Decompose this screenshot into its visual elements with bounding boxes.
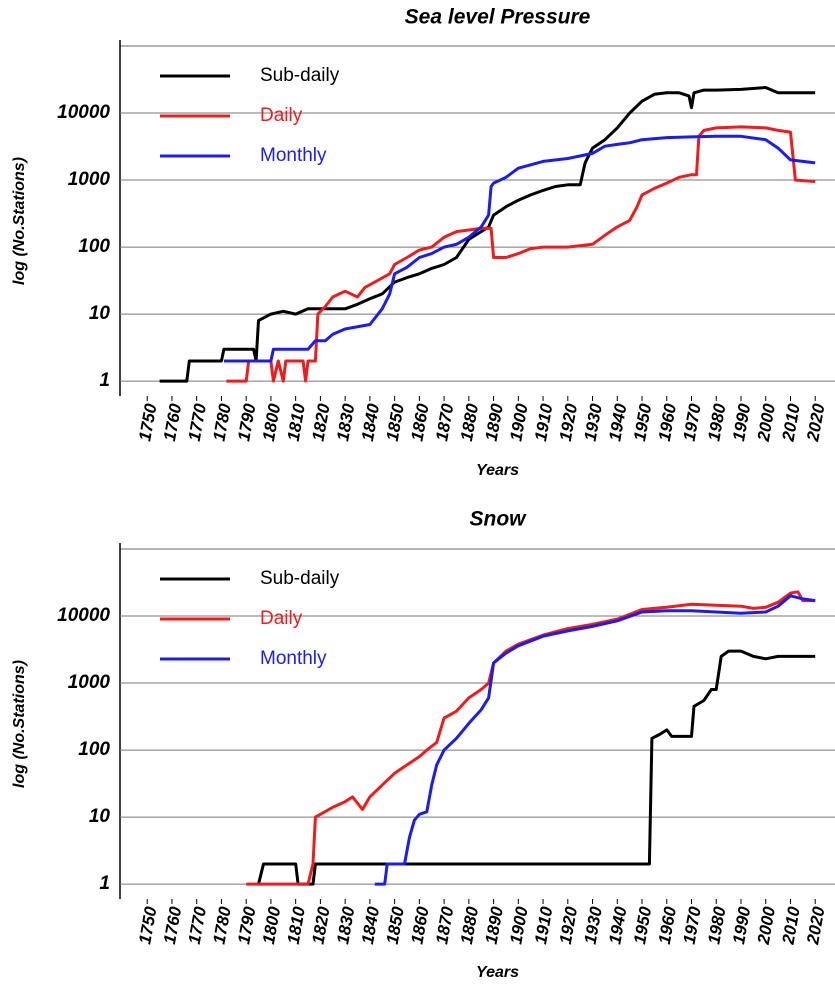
y-tick-label: 10: [89, 303, 111, 324]
x-tick-label: 1840: [358, 402, 383, 443]
x-tick-label: 1970: [680, 402, 705, 443]
x-tick-label: 1790: [234, 402, 259, 443]
x-tick-label: 1750: [135, 402, 160, 443]
legend-label: Monthly: [260, 648, 327, 669]
x-tick-label: 1980: [704, 905, 729, 946]
x-tick-label: 1870: [432, 402, 457, 443]
x-tick-label: 1940: [605, 402, 630, 443]
series-line: [226, 125, 816, 383]
legend-label: Daily: [260, 608, 303, 629]
x-tick-label: 1960: [655, 905, 680, 946]
x-tick-label: 1870: [432, 905, 457, 946]
x-tick-label: 1820: [308, 905, 333, 946]
chart: Sea level Pressure 1 10 100 1000 10000 1750 176…: [11, 6, 835, 479]
series-line: [246, 590, 816, 886]
y-axis-label: log (No.Stations): [11, 157, 28, 285]
x-tick-label: 1930: [581, 905, 606, 946]
x-tick-label: 1950: [630, 905, 655, 946]
x-tick-label: 1780: [210, 905, 235, 946]
y-tick-label: 1000: [68, 169, 111, 190]
x-tick-label: 1800: [259, 402, 284, 443]
x-tick-label: 1750: [135, 905, 160, 946]
legend-label: Monthly: [260, 145, 327, 166]
x-tick-label: 1850: [383, 905, 408, 946]
x-tick-label: 1860: [407, 905, 432, 946]
x-tick-label: 1760: [160, 402, 185, 443]
x-tick-label: 1990: [729, 905, 754, 946]
series-line: [374, 594, 816, 886]
y-tick-label: 1000: [68, 672, 111, 693]
x-tick-label: 1770: [185, 402, 210, 443]
legend-label: Daily: [260, 105, 303, 126]
y-axis-label: log (No.Stations): [11, 660, 28, 788]
x-axis-label: Years: [476, 964, 519, 981]
series-line: [159, 86, 816, 383]
x-tick-label: 1880: [457, 402, 482, 443]
chart-title: Sea level Pressure: [405, 6, 591, 29]
x-tick-label: 2000: [754, 402, 780, 444]
x-tick-label: 1840: [358, 905, 383, 946]
x-tick-label: 2010: [778, 402, 804, 444]
x-tick-label: 2000: [754, 905, 780, 947]
y-tick-label: 10: [89, 806, 111, 827]
x-tick-label: 1780: [210, 402, 235, 443]
legend-label: Sub-daily: [260, 65, 340, 86]
y-tick-label: 100: [78, 236, 110, 257]
x-tick-label: 1850: [383, 402, 408, 443]
x-tick-label: 1810: [284, 402, 309, 443]
x-tick-label: 2010: [778, 905, 804, 947]
x-tick-label: 1830: [333, 402, 358, 443]
y-tick-label: 1: [99, 370, 110, 391]
y-tick-label: 10000: [57, 102, 110, 123]
x-tick-label: 1970: [680, 905, 705, 946]
x-tick-label: 1760: [160, 905, 185, 946]
x-tick-label: 1790: [234, 905, 259, 946]
x-tick-label: 1890: [482, 905, 507, 946]
series-line: [257, 649, 816, 886]
x-tick-label: 1820: [308, 402, 333, 443]
series-line: [223, 134, 816, 363]
x-tick-label: 1950: [630, 402, 655, 443]
y-tick-label: 100: [78, 739, 110, 760]
x-tick-label: 1990: [729, 402, 754, 443]
x-tick-label: 1980: [704, 402, 729, 443]
x-tick-label: 1960: [655, 402, 680, 443]
x-tick-label: 1900: [506, 905, 531, 946]
x-tick-label: 1900: [506, 402, 531, 443]
chart-title: Snow: [470, 508, 528, 531]
x-tick-label: 1880: [457, 905, 482, 946]
x-tick-label: 2020: [803, 402, 829, 444]
x-tick-label: 1810: [284, 905, 309, 946]
x-tick-label: 1930: [581, 402, 606, 443]
legend-label: Sub-daily: [260, 568, 340, 589]
x-tick-label: 2020: [803, 905, 829, 947]
x-tick-label: 1830: [333, 905, 358, 946]
x-tick-label: 1940: [605, 905, 630, 946]
y-tick-label: 10000: [57, 605, 110, 626]
x-axis-label: Years: [476, 462, 519, 479]
x-tick-label: 1860: [407, 402, 432, 443]
x-tick-label: 1920: [556, 905, 581, 946]
x-tick-label: 1770: [185, 905, 210, 946]
y-tick-label: 1: [99, 873, 110, 894]
x-tick-label: 1910: [531, 905, 556, 946]
x-tick-label: 1910: [531, 402, 556, 443]
x-tick-label: 1920: [556, 402, 581, 443]
x-tick-label: 1800: [259, 905, 284, 946]
x-tick-label: 1890: [482, 402, 507, 443]
